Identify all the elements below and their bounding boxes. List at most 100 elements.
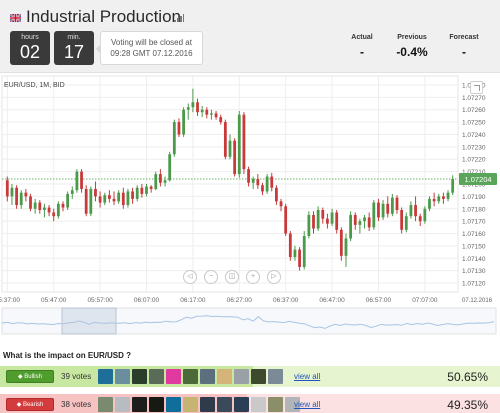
voter-avatar[interactable]	[98, 397, 113, 412]
candle-body	[159, 174, 162, 183]
scroll-right-button[interactable]: ▷	[267, 270, 281, 284]
candle-body	[29, 196, 32, 209]
candle-body	[437, 196, 441, 202]
candle-body	[233, 140, 237, 175]
candle-body	[205, 109, 209, 115]
candle-body	[38, 202, 42, 210]
y-tick-label: 1.07180	[462, 206, 486, 213]
candle-body	[70, 190, 74, 194]
bearish-button[interactable]: ◆ Bearish	[6, 398, 54, 411]
stat-previous-label: Previous	[397, 34, 427, 41]
stat-actual-label: Actual	[351, 34, 373, 41]
candle-body	[409, 205, 413, 217]
candle-body	[84, 188, 88, 214]
voter-avatar[interactable]	[166, 369, 181, 384]
candle-body	[358, 221, 362, 225]
candle-body	[270, 176, 274, 188]
candle-body	[265, 176, 269, 192]
expand-chart-button[interactable]	[470, 81, 483, 94]
candle-body	[251, 179, 255, 183]
voter-avatar[interactable]	[285, 397, 300, 412]
candle-body	[451, 179, 455, 193]
price-chart[interactable]: 1.072801.072701.072601.072501.072401.072…	[0, 74, 500, 344]
voter-avatar[interactable]	[115, 397, 130, 412]
candle-body	[395, 197, 399, 210]
candle-body	[210, 113, 213, 115]
voter-avatar[interactable]	[132, 369, 147, 384]
candle-body	[428, 198, 431, 209]
scroll-left-button[interactable]: ◁	[183, 270, 197, 284]
voter-avatar[interactable]	[200, 397, 215, 412]
reset-zoom-button[interactable]: ◫	[225, 270, 239, 284]
zoom-in-icon[interactable]: +	[246, 270, 260, 284]
voter-avatar[interactable]	[268, 397, 283, 412]
candle-body	[307, 214, 311, 236]
y-tick-label: 1.07230	[462, 144, 486, 151]
bearish-view-all-link[interactable]: view all	[294, 400, 321, 409]
candle-body	[66, 193, 70, 208]
voter-avatar[interactable]	[115, 369, 130, 384]
y-tick-label: 1.07270	[462, 95, 486, 102]
candle-body	[52, 212, 56, 217]
candle-body	[33, 202, 37, 209]
x-tick-label: 06:07:00	[134, 297, 160, 304]
voter-avatar[interactable]	[251, 397, 266, 412]
voter-avatar[interactable]	[183, 397, 198, 412]
voter-avatar[interactable]	[268, 369, 283, 384]
minutes-label: min.	[67, 34, 81, 41]
voter-avatar[interactable]	[149, 369, 164, 384]
stat-forecast: Forecast -	[444, 34, 484, 59]
candle-body	[98, 196, 102, 203]
stat-forecast-value: -	[462, 45, 466, 59]
voter-avatar[interactable]	[98, 369, 113, 384]
navigator-window	[61, 307, 117, 335]
candle-body	[377, 202, 380, 218]
voting-close-notice: Voting will be closed at 09:28 GMT 07.12…	[96, 31, 203, 65]
voter-avatar[interactable]	[183, 369, 198, 384]
candle-body	[172, 122, 176, 155]
current-price-label: 1.07204	[464, 175, 491, 184]
candle-body	[191, 102, 195, 108]
candle-body	[446, 192, 450, 199]
bearish-vote-row: ◆ Bearish 38 votes view all 49.35%	[0, 394, 500, 413]
candle-body	[117, 192, 121, 202]
zoom-out-icon[interactable]: −	[204, 270, 218, 284]
voter-avatar[interactable]	[166, 397, 181, 412]
candle-body	[5, 180, 9, 197]
candle-body	[196, 102, 199, 113]
x-tick-label: 05:57:00	[87, 297, 113, 304]
voter-avatar[interactable]	[217, 397, 232, 412]
candle-body	[56, 203, 60, 217]
y-tick-label: 1.07250	[462, 120, 486, 127]
x-tick-label: 05:47:00	[41, 297, 67, 304]
candle-body	[47, 207, 51, 213]
voter-avatar[interactable]	[217, 369, 232, 384]
candle-body	[19, 192, 23, 206]
uk-flag-icon	[10, 14, 21, 22]
candle-body	[177, 122, 181, 135]
voter-avatar[interactable]	[200, 369, 215, 384]
candle-body	[442, 196, 445, 199]
candle-body	[131, 191, 134, 199]
candle-body	[363, 217, 366, 222]
candle-body	[223, 122, 227, 157]
voting-notice-line1: Voting will be closed at	[111, 38, 192, 47]
candle-body	[121, 192, 125, 206]
candle-body	[293, 249, 297, 258]
candle-body	[432, 198, 436, 202]
voter-avatar[interactable]	[234, 397, 249, 412]
voter-avatar[interactable]	[149, 397, 164, 412]
voter-avatar[interactable]	[234, 369, 249, 384]
signal-strength-icon	[174, 14, 184, 22]
voter-avatar[interactable]	[132, 397, 147, 412]
voter-avatar[interactable]	[251, 369, 266, 384]
candle-body	[163, 180, 167, 183]
minutes-value: 17	[63, 42, 85, 62]
bullish-button[interactable]: ◆ Bullish	[6, 370, 54, 383]
bullish-view-all-link[interactable]: view all	[294, 372, 321, 381]
candle-body	[145, 186, 148, 194]
x-tick-label: 06:17:00	[180, 297, 206, 304]
stat-forecast-label: Forecast	[449, 34, 479, 41]
candle-body	[279, 201, 283, 207]
candle-body	[321, 210, 325, 219]
